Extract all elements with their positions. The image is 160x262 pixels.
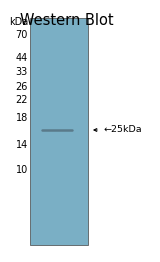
Text: 33: 33 — [16, 67, 28, 77]
Bar — [30, 18, 88, 245]
Text: 26: 26 — [16, 82, 28, 92]
Text: 44: 44 — [16, 53, 28, 63]
Text: Western Blot: Western Blot — [20, 13, 114, 28]
Text: 22: 22 — [16, 95, 28, 105]
Text: kDa: kDa — [9, 17, 28, 27]
Text: 10: 10 — [16, 165, 28, 175]
Text: 18: 18 — [16, 113, 28, 123]
Text: ←25kDa: ←25kDa — [104, 125, 143, 134]
Text: 14: 14 — [16, 140, 28, 150]
Text: 70: 70 — [16, 30, 28, 40]
